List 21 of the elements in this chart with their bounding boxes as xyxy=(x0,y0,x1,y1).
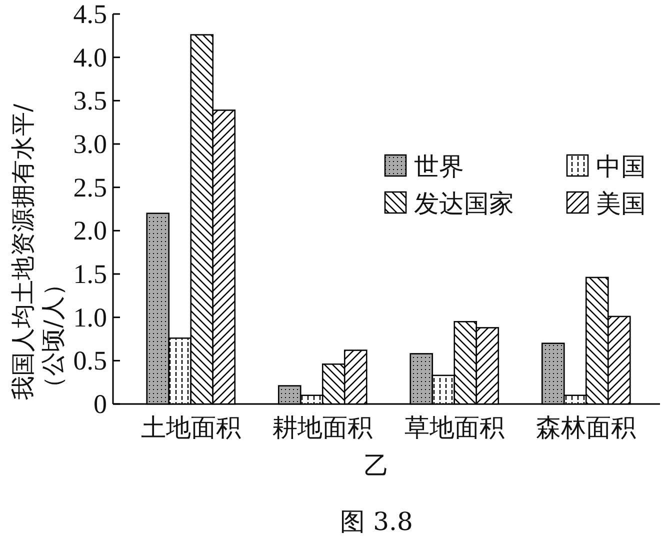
y-tick-label: 4.5 xyxy=(73,0,107,29)
legend-label: 发达国家 xyxy=(414,189,514,218)
y-tick-label: 0.5 xyxy=(73,346,107,376)
y-tick-label: 1.5 xyxy=(73,259,107,289)
caption: 图 3.8 xyxy=(340,507,413,536)
legend-label: 中国 xyxy=(596,152,646,181)
y-tick-label: 1.0 xyxy=(73,302,107,332)
y-tick-label: 3.0 xyxy=(73,129,107,159)
legend-label: 美国 xyxy=(596,189,646,218)
x-tick-label: 森林面积 xyxy=(536,413,636,442)
y-tick-label: 2.5 xyxy=(73,172,107,202)
legend-label: 世界 xyxy=(414,152,464,181)
y-tick-label: 3.5 xyxy=(73,86,107,116)
x-tick-label: 耕地面积 xyxy=(272,413,373,442)
y-tick-label: 2.0 xyxy=(73,216,107,246)
y-tick-label: 0 xyxy=(94,389,107,419)
y-axis-title: 我国人均土地资源拥有水平/（公顷/人） xyxy=(8,102,68,400)
x-tick-label: 草地面积 xyxy=(404,413,504,442)
x-tick-label: 土地面积 xyxy=(140,413,241,442)
y-tick-label: 4.0 xyxy=(73,42,107,72)
x-axis-title: 乙 xyxy=(364,451,389,480)
